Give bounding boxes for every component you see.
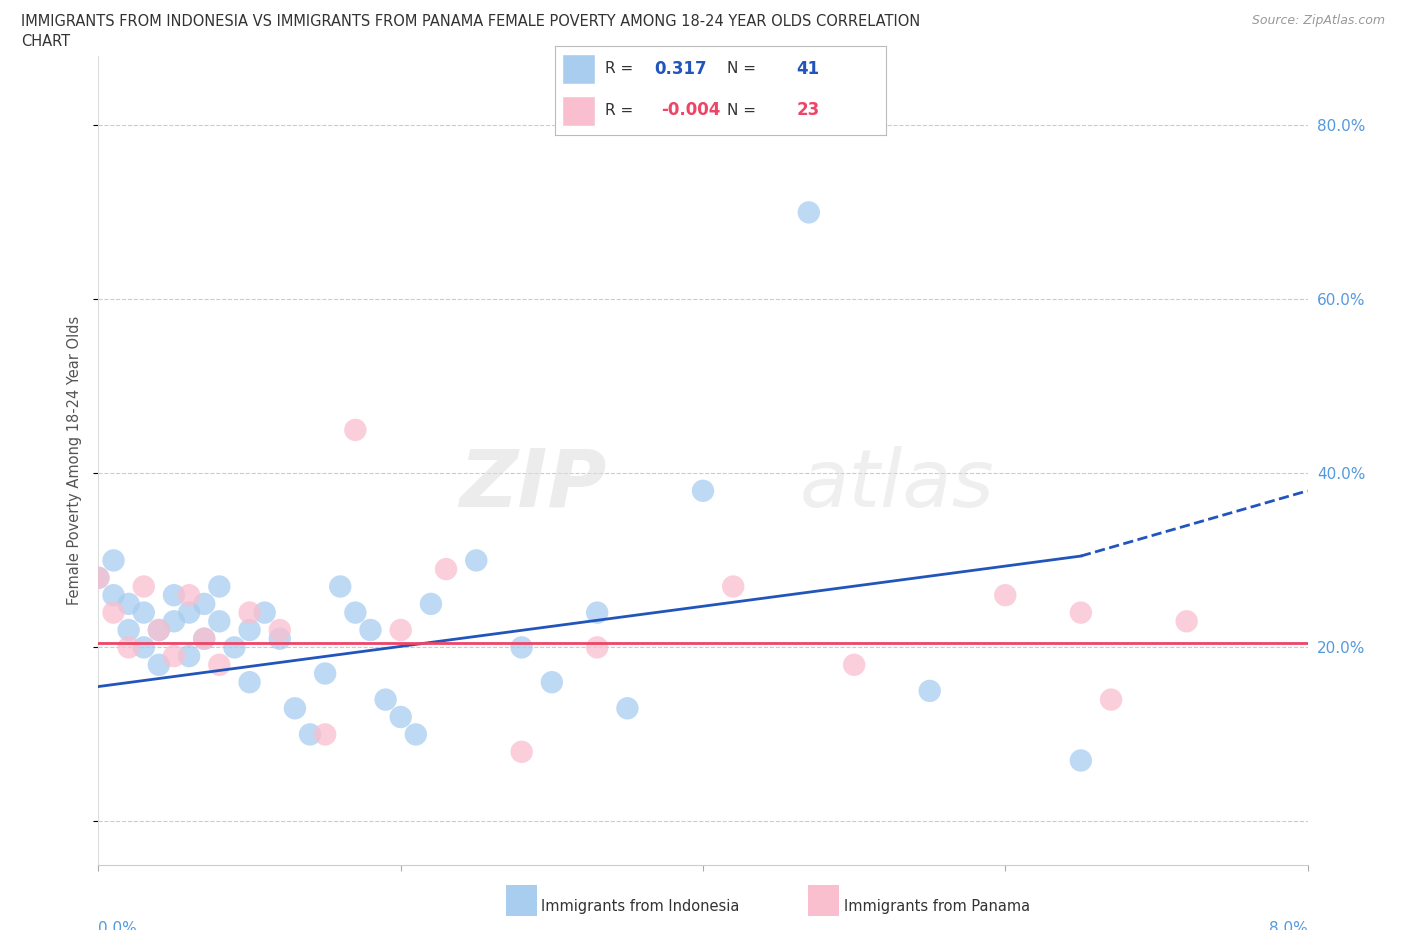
Point xyxy=(344,422,367,437)
Text: Immigrants from Panama: Immigrants from Panama xyxy=(844,899,1029,914)
Point xyxy=(163,648,186,663)
Text: N =: N = xyxy=(727,102,756,117)
Text: Immigrants from Indonesia: Immigrants from Indonesia xyxy=(541,899,740,914)
Text: ZIP: ZIP xyxy=(458,445,606,524)
Point xyxy=(193,631,215,646)
Text: 0.0%: 0.0% xyxy=(98,922,138,930)
Point xyxy=(299,727,322,742)
Point xyxy=(510,744,533,759)
Point xyxy=(389,622,412,637)
Point xyxy=(253,605,276,620)
Point xyxy=(118,640,141,655)
Point xyxy=(103,553,125,568)
Point xyxy=(1070,605,1092,620)
Point xyxy=(374,692,396,707)
Text: CHART: CHART xyxy=(21,34,70,49)
Point xyxy=(284,701,307,716)
Bar xyxy=(562,54,595,84)
Point xyxy=(103,588,125,603)
Point xyxy=(118,622,141,637)
Point xyxy=(314,727,336,742)
Point xyxy=(797,205,820,219)
Text: R =: R = xyxy=(605,61,633,76)
Point xyxy=(420,596,443,611)
Point xyxy=(405,727,427,742)
Text: 8.0%: 8.0% xyxy=(1268,922,1308,930)
Point xyxy=(163,614,186,629)
Point xyxy=(434,562,457,577)
Text: Source: ZipAtlas.com: Source: ZipAtlas.com xyxy=(1251,14,1385,27)
Point xyxy=(132,640,155,655)
Point xyxy=(239,622,262,637)
Text: N =: N = xyxy=(727,61,756,76)
Point xyxy=(179,648,201,663)
Point xyxy=(723,579,745,594)
Point xyxy=(118,596,141,611)
Y-axis label: Female Poverty Among 18-24 Year Olds: Female Poverty Among 18-24 Year Olds xyxy=(67,315,83,605)
Point xyxy=(148,658,170,672)
Point xyxy=(87,570,110,585)
Text: 0.317: 0.317 xyxy=(655,60,707,77)
Point xyxy=(269,622,291,637)
Point xyxy=(510,640,533,655)
Point xyxy=(616,701,638,716)
Point xyxy=(586,605,609,620)
Point xyxy=(540,675,562,690)
Point xyxy=(994,588,1017,603)
Text: atlas: atlas xyxy=(800,445,994,524)
Bar xyxy=(562,96,595,126)
Point xyxy=(148,622,170,637)
Point xyxy=(360,622,382,637)
Point xyxy=(269,631,291,646)
Point xyxy=(239,605,262,620)
Text: IMMIGRANTS FROM INDONESIA VS IMMIGRANTS FROM PANAMA FEMALE POVERTY AMONG 18-24 Y: IMMIGRANTS FROM INDONESIA VS IMMIGRANTS … xyxy=(21,14,921,29)
Point xyxy=(87,570,110,585)
Point xyxy=(103,605,125,620)
Text: -0.004: -0.004 xyxy=(661,101,721,119)
Point xyxy=(1070,753,1092,768)
Point xyxy=(179,605,201,620)
Point xyxy=(844,658,866,672)
Point xyxy=(918,684,941,698)
Point xyxy=(692,484,714,498)
Point xyxy=(132,605,155,620)
Point xyxy=(1175,614,1198,629)
Point xyxy=(148,622,170,637)
Point xyxy=(179,588,201,603)
Point xyxy=(389,710,412,724)
Point xyxy=(465,553,488,568)
Point xyxy=(208,658,231,672)
Point xyxy=(193,596,215,611)
Point xyxy=(224,640,246,655)
Point xyxy=(329,579,352,594)
Point xyxy=(314,666,336,681)
Point xyxy=(208,579,231,594)
Point xyxy=(163,588,186,603)
Text: 23: 23 xyxy=(796,101,820,119)
Point xyxy=(344,605,367,620)
Point xyxy=(586,640,609,655)
Point xyxy=(239,675,262,690)
Point xyxy=(193,631,215,646)
Point xyxy=(208,614,231,629)
Text: 41: 41 xyxy=(797,60,820,77)
Point xyxy=(1099,692,1122,707)
Text: R =: R = xyxy=(605,102,633,117)
Point xyxy=(132,579,155,594)
